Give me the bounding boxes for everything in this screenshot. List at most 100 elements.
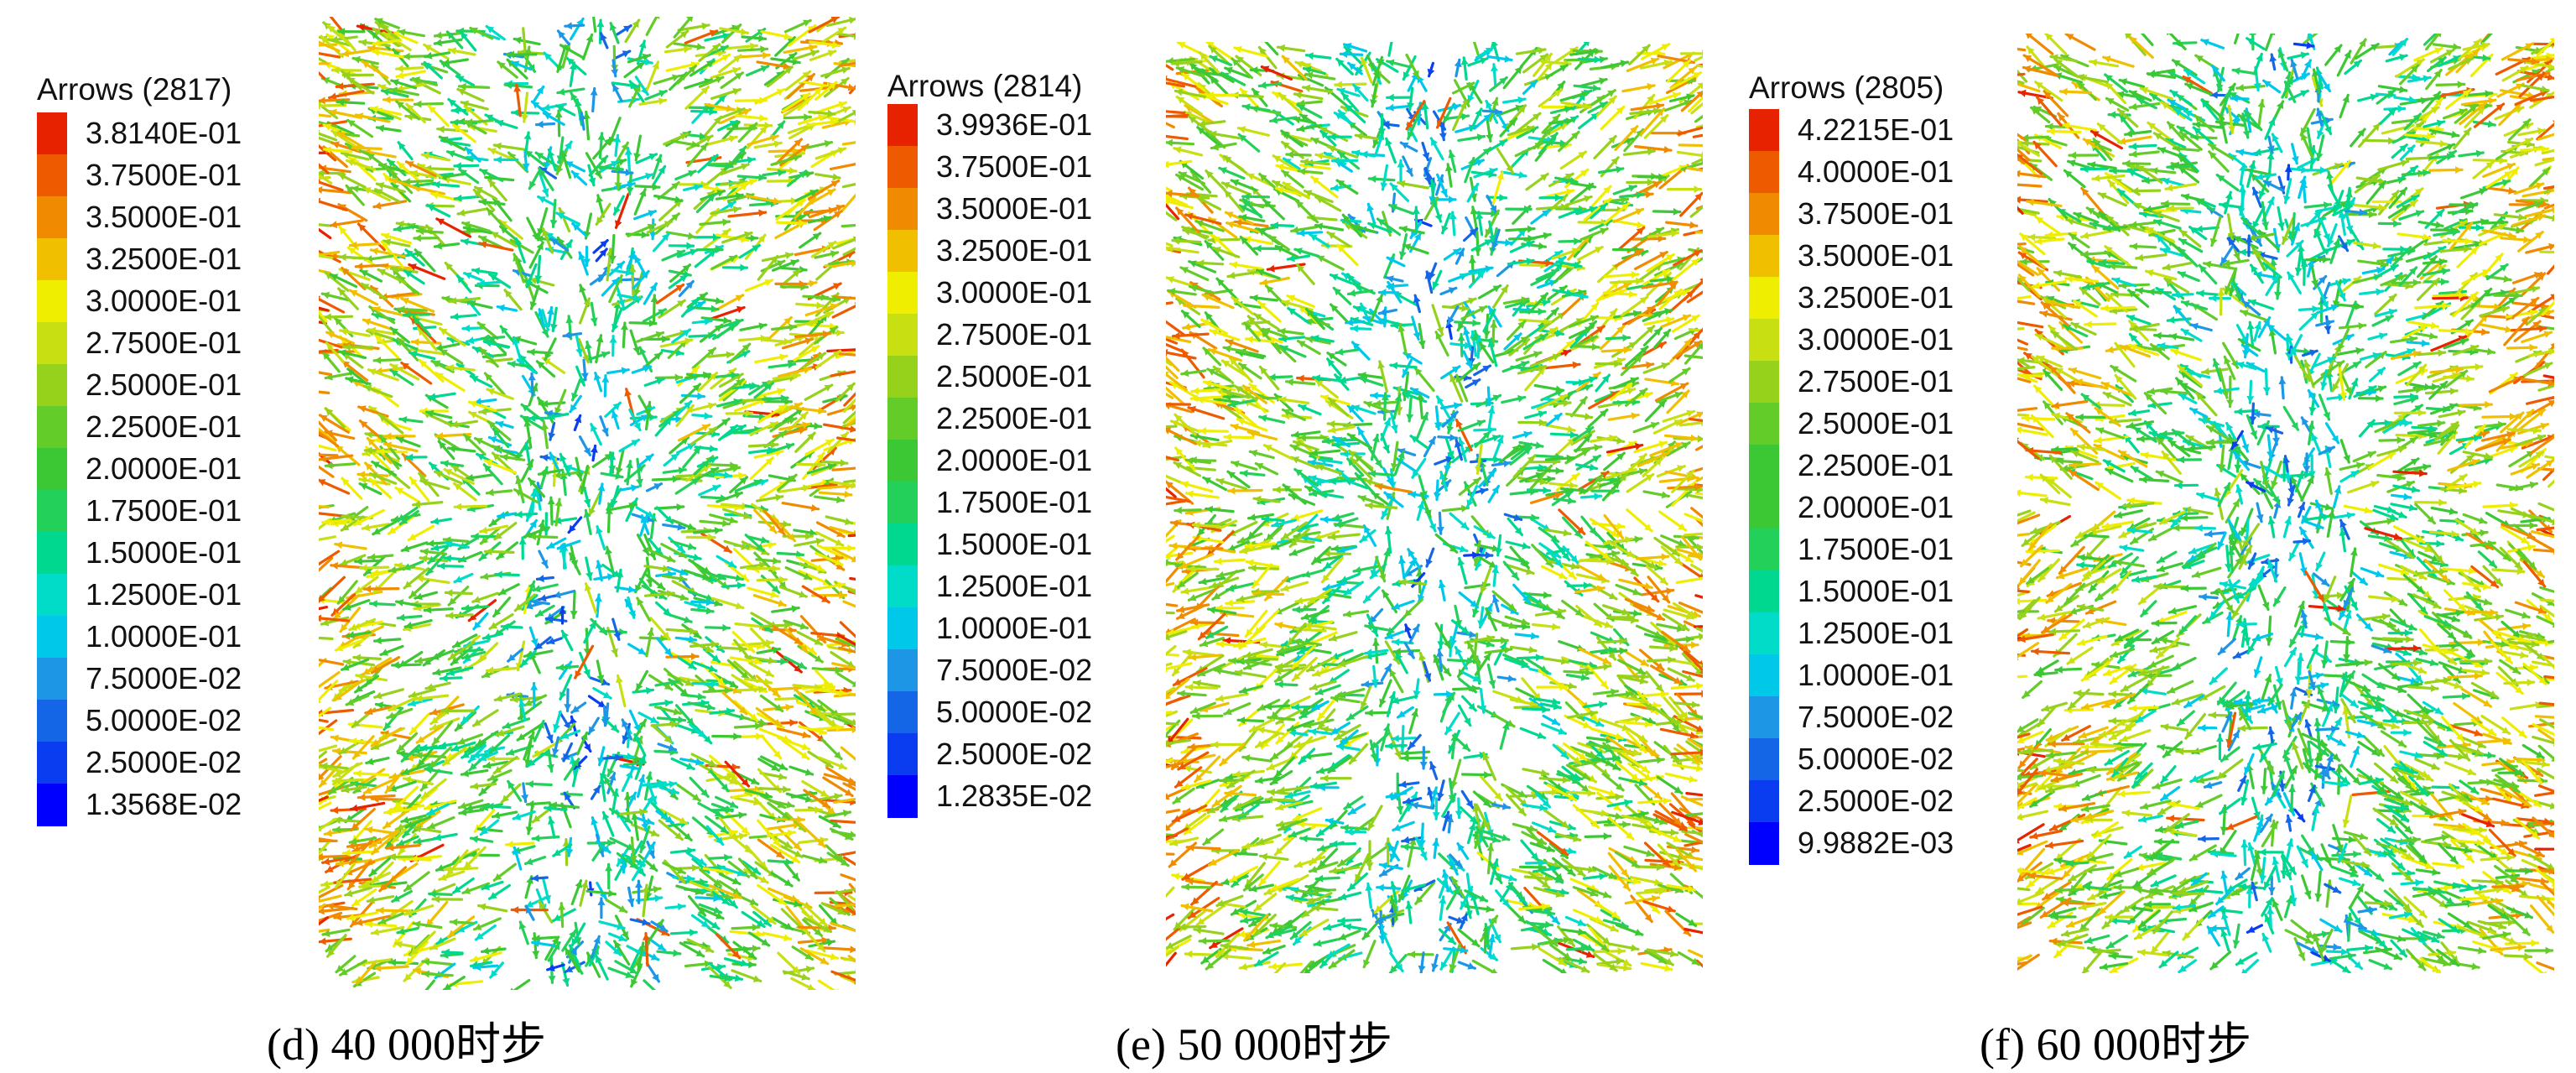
legend-label: 1.5000E-01 [1798,574,1954,609]
legend-label: 2.5000E-02 [86,745,242,780]
arrow-field-svg [1166,42,1703,973]
legend-swatch [1749,445,1779,487]
legend-label: 2.2500E-01 [86,409,242,445]
legend-swatch [887,565,918,608]
legend-swatch [1749,654,1779,697]
legend-swatch [1749,696,1779,739]
legend-swatch [1749,109,1779,152]
legend-label: 2.7500E-01 [936,317,1092,352]
legend: Arrows (2814) 3.9936E-01 3.7500E-01 3.5000… [887,69,1164,824]
legend-swatch [1749,612,1779,655]
legend-swatch [37,112,67,155]
legend-label: 7.5000E-02 [936,653,1092,688]
legend-swatch [887,104,918,147]
legend-swatch [1749,403,1779,445]
legend-title: Arrows (2805) [1749,70,1944,106]
legend-swatch [887,440,918,482]
legend-swatch [1749,277,1779,320]
legend-label: 2.0000E-01 [936,443,1092,478]
legend-label: 3.0000E-01 [1798,322,1954,357]
legend-label: 5.0000E-02 [1798,742,1954,777]
legend-label: 1.7500E-01 [1798,532,1954,567]
legend-swatch [887,356,918,398]
legend-label: 5.0000E-02 [86,703,242,738]
legend-label: 3.5000E-01 [1798,238,1954,273]
velocity-arrow-field [2017,34,2554,973]
legend-swatch [1749,529,1779,571]
legend-swatch [37,238,67,281]
legend-swatch [1749,738,1779,781]
legend-label: 3.2500E-01 [86,242,242,277]
legend-label: 7.5000E-02 [1798,700,1954,735]
legend-swatch [887,482,918,524]
legend-label: 2.5000E-01 [1798,406,1954,441]
velocity-arrow-field [1166,42,1703,973]
legend-swatch [37,700,67,742]
legend-swatch [1749,570,1779,613]
legend-label: 1.2500E-01 [86,577,242,612]
legend-swatch [37,616,67,659]
legend-label: 1.5000E-01 [936,527,1092,562]
legend-label: 3.7500E-01 [936,149,1092,185]
legend-swatch [37,406,67,449]
legend-label: 3.8140E-01 [86,116,242,151]
legend-swatch [37,322,67,365]
legend-label: 1.5000E-01 [86,535,242,570]
legend-swatch [1749,319,1779,362]
legend-label: 1.3568E-02 [86,787,242,822]
legend-label: 1.0000E-01 [936,611,1092,646]
legend-label: 2.2500E-01 [936,401,1092,436]
legend-swatch [887,649,918,692]
colorbar [887,104,918,817]
legend-label: 2.2500E-01 [1798,448,1954,483]
legend-swatch [1749,361,1779,404]
caption: (d) 40 000时步 [267,1007,546,1073]
legend-label: 1.7500E-01 [936,485,1092,520]
legend-swatch [1749,487,1779,529]
legend-swatch [887,146,918,189]
legend-label: 1.7500E-01 [86,493,242,529]
legend-swatch [37,280,67,323]
legend-swatch [37,742,67,784]
legend-label: 2.7500E-01 [1798,364,1954,399]
legend-swatch [37,364,67,407]
velocity-arrow-field [319,17,856,990]
legend-label: 3.0000E-01 [86,284,242,319]
legend-label: 2.0000E-01 [86,451,242,487]
legend-label: 1.0000E-01 [86,619,242,654]
legend-swatch [1749,151,1779,194]
legend-swatch [37,658,67,701]
legend-swatch [887,523,918,566]
colorbar [37,112,67,826]
legend-label: 7.5000E-02 [86,661,242,696]
legend-label: 2.5000E-01 [86,367,242,403]
legend-label: 1.0000E-01 [1798,658,1954,693]
legend-swatch [1749,193,1779,236]
legend-swatch [887,607,918,650]
arrow-group [2017,34,2554,973]
panel-e: Arrows (2814) 3.9936E-01 3.7500E-01 3.5000… [856,0,1703,1072]
legend-title: Arrows (2817) [37,72,232,107]
legend-swatch [37,196,67,239]
legend-swatch [887,775,918,818]
legend-label: 2.5000E-02 [936,737,1092,772]
legend-label: 2.0000E-01 [1798,490,1954,525]
legend-label: 4.0000E-01 [1798,154,1954,190]
legend-swatch [887,691,918,734]
legend-label: 3.5000E-01 [936,191,1092,227]
legend-swatch [37,154,67,197]
legend-label: 3.0000E-01 [936,275,1092,310]
legend-label: 4.2215E-01 [1798,112,1954,148]
legend-swatch [887,398,918,440]
arrow-group [319,17,856,990]
legend-label: 3.9936E-01 [936,107,1092,143]
caption: (e) 50 000时步 [1116,1007,1392,1073]
legend-swatch [37,448,67,491]
legend-label: 2.5000E-02 [1798,784,1954,819]
legend-title: Arrows (2814) [887,69,1082,104]
legend-swatch [887,314,918,357]
legend-label: 3.2500E-01 [1798,280,1954,315]
legend-swatch [37,490,67,533]
